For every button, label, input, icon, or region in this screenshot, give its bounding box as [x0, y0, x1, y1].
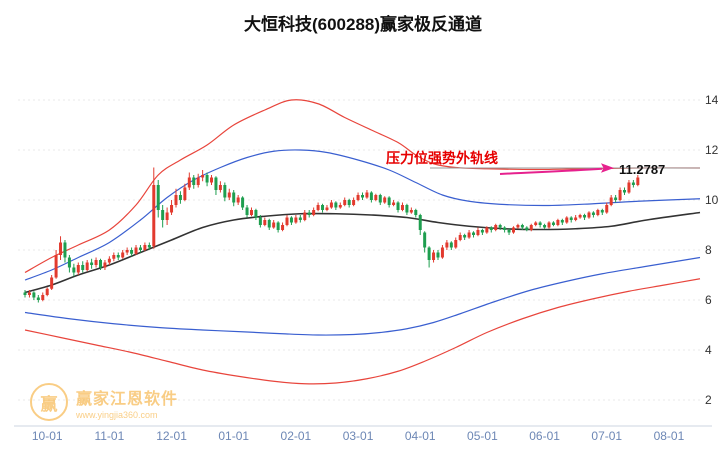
svg-text:14: 14: [705, 93, 719, 107]
pressure-annotation: 压力位强势外轨线 11.2787: [386, 150, 665, 177]
watermark-brand: 赢家江恩软件: [76, 390, 179, 408]
watermark-url: www.yingjia360.com: [76, 409, 158, 420]
brand-logo-icon: 赢: [30, 383, 68, 421]
svg-text:04-01: 04-01: [405, 429, 436, 443]
chart-layer: 2 4 6 8 10 12 14 10-01 11-01 12-01 01-01 02-01 03-01…: [14, 93, 719, 443]
svg-text:8: 8: [705, 243, 712, 257]
svg-text:2: 2: [705, 393, 712, 407]
watermark-text-block: 赢家江恩软件 www.yingjia360.com: [76, 385, 178, 420]
svg-text:01-01: 01-01: [218, 429, 249, 443]
svg-text:12-01: 12-01: [156, 429, 187, 443]
svg-text:4: 4: [705, 343, 712, 357]
svg-text:10-01: 10-01: [32, 429, 63, 443]
svg-text:02-01: 02-01: [281, 429, 312, 443]
svg-text:07-01: 07-01: [591, 429, 622, 443]
pressure-arrowhead-icon: [601, 163, 614, 173]
svg-text:12: 12: [705, 143, 719, 157]
svg-text:10: 10: [705, 193, 719, 207]
pressure-value: 11.2787: [619, 162, 665, 177]
svg-text:11-01: 11-01: [94, 429, 124, 443]
watermark: 赢 赢家江恩软件 www.yingjia360.com: [30, 383, 178, 421]
pressure-arrow: [499, 167, 603, 175]
svg-text:05-01: 05-01: [467, 429, 498, 443]
logo-char: 赢: [40, 394, 58, 414]
svg-text:06-01: 06-01: [529, 429, 560, 443]
pressure-label: 压力位强势外轨线: [386, 150, 498, 166]
chart-title: 大恒科技(600288)赢家极反通道: [243, 15, 483, 34]
svg-text:6: 6: [705, 293, 712, 307]
svg-text:03-01: 03-01: [343, 429, 374, 443]
svg-text:08-01: 08-01: [654, 429, 685, 443]
